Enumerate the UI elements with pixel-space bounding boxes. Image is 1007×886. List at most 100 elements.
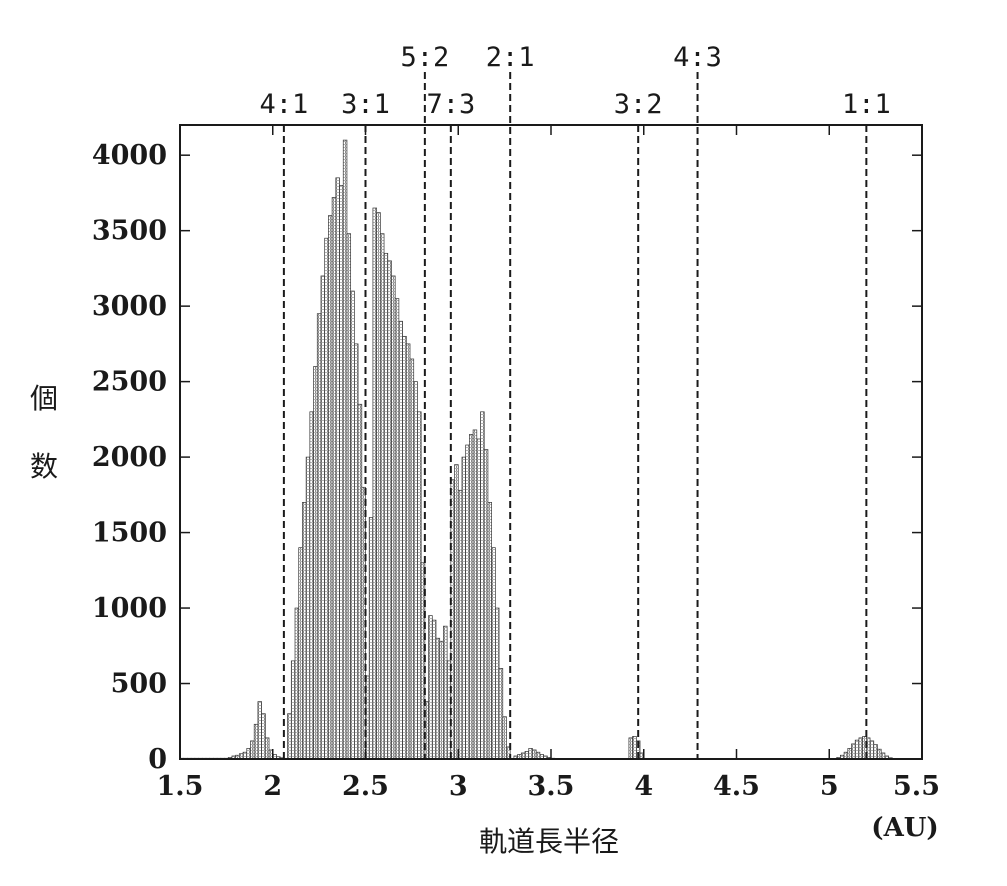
x-tick-label: 2.5 [342, 771, 389, 802]
histogram-bar [368, 517, 374, 760]
resonance-label: 2:1 [486, 42, 535, 73]
histogram-bar [372, 207, 377, 760]
histogram-bar [376, 212, 381, 760]
histogram-bar [320, 275, 326, 760]
histogram-bar [313, 366, 318, 760]
histogram-bar [877, 748, 882, 760]
histogram-bar [246, 748, 251, 760]
x-tick-labels: 1.5 2 2.5 3 3.5 4 4.5 5 5.5 [157, 771, 940, 802]
histogram-bar [483, 449, 489, 760]
histogram-bar [502, 716, 507, 760]
histogram-bar [495, 607, 500, 760]
resonance-label: 7:3 [426, 89, 475, 120]
histogram-bar [287, 713, 292, 760]
histogram-bar [294, 607, 300, 760]
resonance-label: 5:2 [400, 42, 449, 73]
histogram-bar [387, 260, 392, 760]
histogram-bar [476, 438, 481, 760]
y-tick-label: 500 [111, 669, 167, 700]
histogram-bar [480, 411, 485, 760]
histogram-bar [331, 197, 337, 760]
histogram-bar [457, 489, 463, 760]
resonance-label: 3:2 [614, 89, 663, 120]
axis-ticks [179, 125, 923, 760]
histogram-bar [465, 444, 470, 760]
y-axis-title-char-1: 個 [30, 382, 58, 415]
histogram-bar [328, 215, 333, 760]
histogram-bar [524, 751, 530, 760]
histogram-bars [179, 139, 893, 760]
y-axis-title-char-2: 数 [30, 450, 58, 483]
histogram-bar [847, 748, 852, 760]
histogram-bar [264, 737, 270, 760]
histogram-bar [454, 464, 459, 760]
histogram-bar [498, 668, 504, 760]
histogram-bar [302, 502, 307, 760]
x-tick-label: 4.5 [713, 771, 760, 802]
histogram-bar [487, 502, 492, 760]
histogram-bar [342, 139, 348, 760]
y-tick-label: 3000 [92, 291, 167, 322]
histogram-bar [632, 736, 637, 760]
histogram-bar [305, 456, 311, 760]
x-tick-label: 4 [634, 771, 653, 802]
x-tick-label: 1.5 [157, 771, 204, 802]
y-tick-label: 1500 [92, 518, 167, 549]
y-tick-label: 2500 [92, 367, 167, 398]
x-tick-label: 3.5 [528, 771, 575, 802]
histogram-bar [532, 749, 537, 760]
x-tick-label: 5.5 [893, 771, 940, 802]
histogram-bar [357, 403, 363, 760]
histogram-bar [405, 343, 411, 760]
histogram-bar [350, 290, 355, 760]
histogram-bar [250, 740, 255, 760]
histogram-bar [398, 320, 403, 760]
histogram-bar [535, 751, 541, 760]
histogram-bar [290, 660, 296, 760]
x-tick-label: 5 [820, 771, 839, 802]
y-tick-label: 4000 [92, 140, 167, 171]
histogram-bar [461, 456, 467, 760]
histogram-bar [435, 637, 441, 760]
histogram-bar [379, 233, 385, 760]
histogram-bar [402, 335, 407, 760]
histogram-bar [309, 411, 314, 760]
histogram-bar [394, 298, 400, 760]
histogram-bar [469, 434, 474, 760]
histogram-bar [869, 740, 875, 760]
histogram-bar [335, 177, 340, 760]
x-axis-title: 軌道長半径 [479, 825, 619, 858]
histogram-bar [528, 748, 533, 760]
y-tick-labels: 0 500 1000 1500 2000 2500 3000 3500 4000 [92, 140, 167, 775]
histogram-bar [354, 343, 359, 760]
histogram-bar [417, 411, 422, 760]
histogram-bar [383, 252, 389, 760]
x-axis-unit: (AU) [871, 813, 938, 843]
y-tick-label: 2000 [92, 442, 167, 473]
x-tick-label: 3 [449, 771, 468, 802]
histogram-bar [873, 744, 878, 760]
histogram-bar [409, 358, 415, 760]
histogram-bar [472, 429, 478, 760]
histogram-bar [324, 237, 329, 760]
histogram-bar [491, 547, 496, 760]
histogram-bar [854, 739, 860, 760]
histogram-bar [858, 737, 863, 760]
histogram-bar [431, 619, 437, 760]
histogram-bar [339, 185, 344, 760]
resonance-label: 3:1 [341, 89, 390, 120]
histogram-bar [257, 701, 262, 760]
histogram-bar [391, 275, 396, 760]
histogram-bar [428, 615, 433, 760]
y-tick-label: 0 [148, 744, 167, 775]
resonance-label: 4:1 [259, 89, 308, 120]
histogram-bar [242, 751, 248, 760]
histogram-bar [346, 233, 352, 760]
histogram-bar [261, 713, 266, 760]
histogram-bar [843, 751, 849, 760]
histogram-bar [628, 737, 633, 760]
histogram-bar [413, 381, 418, 760]
resonance-label: 1:1 [842, 89, 891, 120]
histogram-bar [316, 313, 322, 760]
